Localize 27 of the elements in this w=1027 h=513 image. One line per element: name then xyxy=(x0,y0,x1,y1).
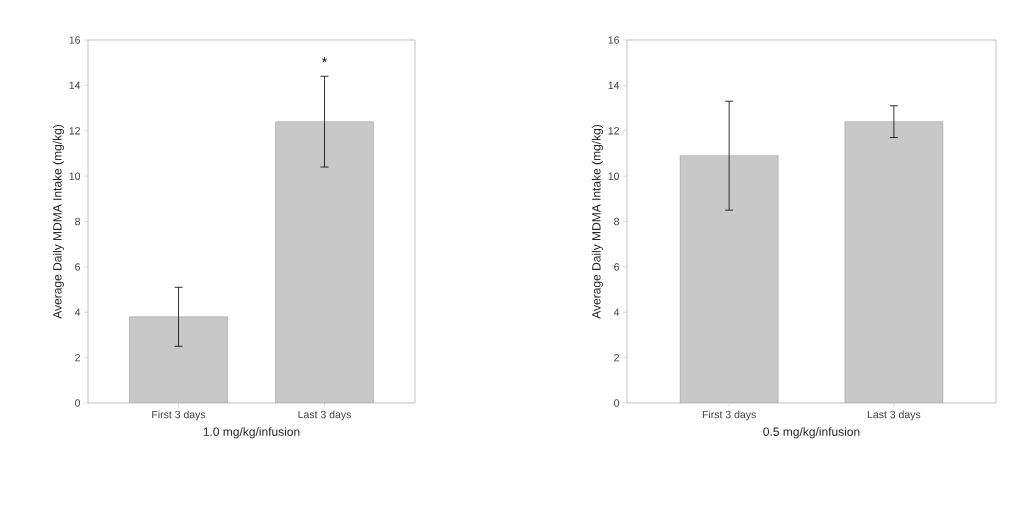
x-axis-title: 0.5 mg/kg/infusion xyxy=(763,427,860,439)
y-tick-label: 8 xyxy=(614,217,620,226)
y-tick-label: 14 xyxy=(69,81,81,89)
y-axis-title: Average Daily MDMA Intake (mg/kg) xyxy=(591,125,603,319)
y-tick-label: 0 xyxy=(75,399,81,407)
y-tick-label: 4 xyxy=(74,308,81,316)
y-tick-label: 2 xyxy=(614,353,619,362)
y-tick-label: 2 xyxy=(75,353,80,362)
y-tick-label: 12 xyxy=(69,127,80,135)
x-axis-title: 1.0 mg/kg/infusion xyxy=(203,427,300,439)
x-tick-label: First 3 days xyxy=(152,410,206,421)
y-tick-label: 16 xyxy=(608,36,620,44)
y-tick-label: 0 xyxy=(614,399,620,407)
y-tick-label: 10 xyxy=(608,172,620,180)
y-axis-title: Average Daily MDMA Intake (mg/kg) xyxy=(52,125,64,319)
y-tick-label: 10 xyxy=(69,172,81,180)
y-tick-label: 4 xyxy=(613,308,620,316)
x-tick-label: Last 3 days xyxy=(867,410,921,421)
y-tick-label: 6 xyxy=(614,263,620,271)
y-tick-label: 12 xyxy=(608,127,619,135)
y-tick-label: 14 xyxy=(608,81,620,89)
y-tick-label: 8 xyxy=(75,217,81,226)
y-tick-label: 16 xyxy=(69,36,81,44)
x-tick-label: First 3 days xyxy=(702,410,756,421)
y-tick-label: 6 xyxy=(75,263,81,271)
x-tick-label: Last 3 days xyxy=(298,410,351,421)
annotation: * xyxy=(321,57,328,63)
